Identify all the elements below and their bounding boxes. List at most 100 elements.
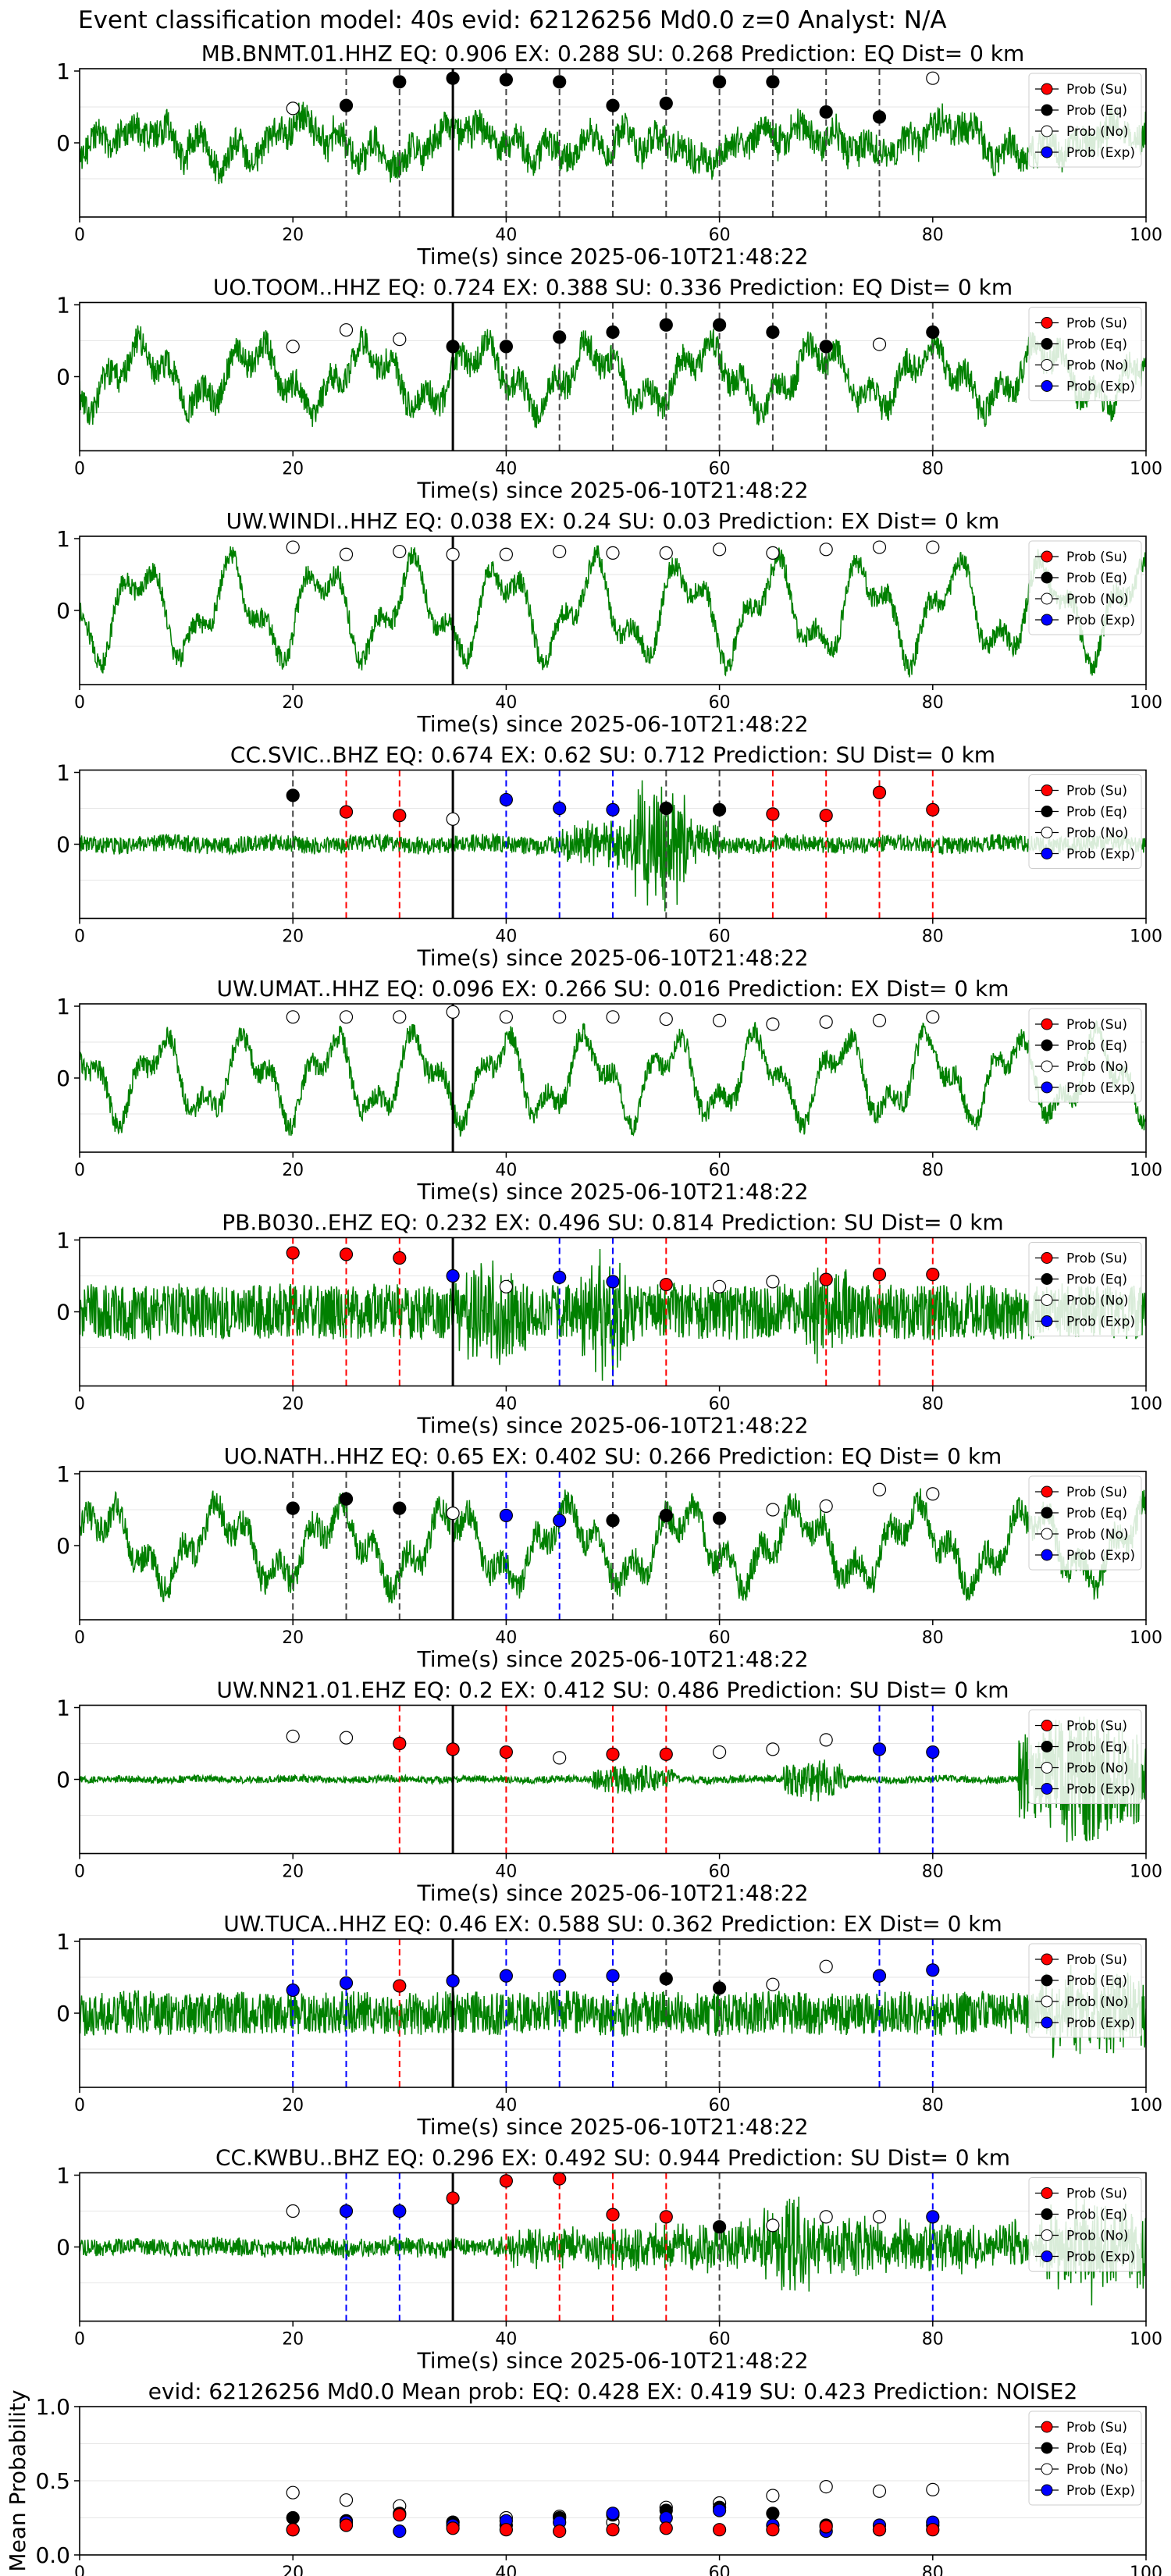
prob-point-su — [499, 2174, 514, 2188]
prob-point-su — [393, 809, 407, 823]
y-tick-label: 1 — [56, 293, 70, 318]
x-tick-label: 80 — [922, 2564, 944, 2576]
prob-point-eq — [553, 330, 567, 344]
prob-point-no — [712, 1279, 727, 1293]
legend-label: Prob (No) — [1066, 592, 1129, 607]
legend-marker — [1041, 2484, 1053, 2496]
legend-marker — [1041, 2250, 1053, 2262]
mean-point — [286, 2485, 300, 2500]
prob-point-no — [872, 337, 887, 351]
x-tick-label: 80 — [922, 1161, 944, 1180]
prob-point-no — [926, 71, 940, 85]
x-axis-label: Time(s) since 2025-06-10T21:48:22 — [416, 711, 808, 737]
x-tick-label: 20 — [282, 1863, 304, 1882]
prob-point-no — [606, 1010, 620, 1024]
prob-point-no — [393, 333, 407, 347]
prob-point-eq — [819, 340, 833, 354]
subplot-title: UO.TOOM..HHZ EQ: 0.724 EX: 0.388 SU: 0.3… — [213, 275, 1013, 301]
prob-point-su — [819, 809, 833, 823]
waveform-trace — [80, 325, 1146, 429]
x-tick-label: 60 — [709, 1395, 731, 1414]
y-tick-label: 1 — [56, 1461, 70, 1487]
legend-label: Prob (Su) — [1066, 1952, 1127, 1968]
prob-point-eq — [499, 340, 514, 354]
mean-point — [659, 2521, 673, 2535]
legend-label: Prob (Eq) — [1066, 2441, 1127, 2457]
prob-point-no — [446, 812, 460, 826]
legend-box — [1028, 1943, 1142, 2038]
x-tick-label: 0 — [74, 1863, 85, 1882]
legend-label: Prob (Exp) — [1066, 2483, 1135, 2499]
x-tick-label: 80 — [922, 1395, 944, 1414]
prob-point-su — [499, 1745, 514, 1759]
x-tick-label: 60 — [709, 693, 731, 713]
prob-point-no — [926, 1010, 940, 1024]
legend-marker — [1041, 550, 1053, 563]
prob-point-exp — [553, 801, 567, 816]
legend-marker — [1041, 827, 1053, 838]
legend-label: Prob (No) — [1066, 826, 1129, 841]
y-tick-label: 0 — [56, 1066, 70, 1091]
prob-point-eq — [712, 1511, 727, 1525]
prob-point-no — [286, 340, 300, 354]
prob-point-eq — [712, 75, 727, 89]
prob-point-su — [659, 1747, 673, 1761]
prob-point-exp — [393, 2204, 407, 2218]
x-tick-label: 40 — [495, 2564, 517, 2576]
mean-point — [339, 2493, 354, 2507]
legend-label: Prob (Exp) — [1066, 379, 1135, 395]
prob-point-eq — [659, 96, 673, 110]
x-tick-label: 60 — [709, 1161, 731, 1180]
legend-marker — [1041, 1018, 1053, 1030]
x-tick-label: 20 — [282, 460, 304, 479]
prob-point-no — [819, 1733, 833, 1747]
x-tick-label: 0 — [74, 2096, 85, 2115]
subplot-8: UW.NN21.01.EHZ EQ: 0.2 EX: 0.412 SU: 0.4… — [56, 1678, 1162, 1906]
mean-point — [286, 2523, 300, 2537]
prob-point-eq — [339, 1492, 354, 1506]
prob-point-eq — [659, 1508, 673, 1522]
legend-label: Prob (Exp) — [1066, 847, 1135, 863]
x-axis-label: Time(s) since 2025-06-10T21:48:22 — [416, 2114, 808, 2140]
legend-marker — [1041, 2208, 1053, 2220]
x-tick-label: 20 — [282, 2564, 304, 2576]
y-tick-label: 0.5 — [35, 2468, 70, 2494]
legend-marker — [1041, 2016, 1053, 2029]
mean-point — [499, 2523, 514, 2537]
prob-point-su — [819, 1272, 833, 1286]
prob-point-eq — [926, 325, 940, 340]
prob-point-no — [553, 1010, 567, 1024]
x-tick-label: 100 — [1130, 1628, 1162, 1648]
prob-point-no — [286, 540, 300, 554]
x-tick-label: 60 — [709, 2330, 731, 2350]
legend-box — [1028, 1242, 1142, 1336]
x-tick-label: 80 — [922, 460, 944, 479]
mean-point — [819, 2520, 833, 2534]
x-tick-label: 40 — [495, 1863, 517, 1882]
x-tick-label: 40 — [495, 2096, 517, 2115]
prob-point-exp — [606, 1969, 620, 1983]
x-tick-label: 20 — [282, 1395, 304, 1414]
subplot-title: PB.B030..EHZ EQ: 0.232 EX: 0.496 SU: 0.8… — [222, 1210, 1003, 1236]
prob-point-eq — [659, 318, 673, 332]
x-tick-label: 60 — [709, 460, 731, 479]
subplot-1: MB.BNMT.01.HHZ EQ: 0.906 EX: 0.288 SU: 0… — [56, 41, 1162, 269]
y-tick-label: 0 — [56, 598, 70, 624]
prob-point-no — [446, 547, 460, 561]
waveform-trace — [80, 2194, 1146, 2306]
prob-point-su — [339, 1247, 354, 1261]
subplot-2: UO.TOOM..HHZ EQ: 0.724 EX: 0.388 SU: 0.3… — [56, 275, 1162, 503]
x-tick-label: 20 — [282, 2096, 304, 2115]
prob-point-no — [339, 1010, 354, 1024]
prob-point-su — [393, 1979, 407, 1993]
x-axis-label: Time(s) since 2025-06-10T21:48:22 — [416, 2348, 808, 2374]
prob-point-no — [499, 1010, 514, 1024]
x-tick-label: 60 — [709, 2564, 731, 2576]
legend-label: Prob (No) — [1066, 1761, 1129, 1777]
waveform-trace — [80, 101, 1146, 185]
prob-point-exp — [606, 1275, 620, 1289]
mean-point — [446, 2521, 460, 2535]
prob-point-eq — [872, 110, 887, 124]
legend-label: Prob (Eq) — [1066, 337, 1127, 353]
prob-point-su — [659, 2210, 673, 2224]
